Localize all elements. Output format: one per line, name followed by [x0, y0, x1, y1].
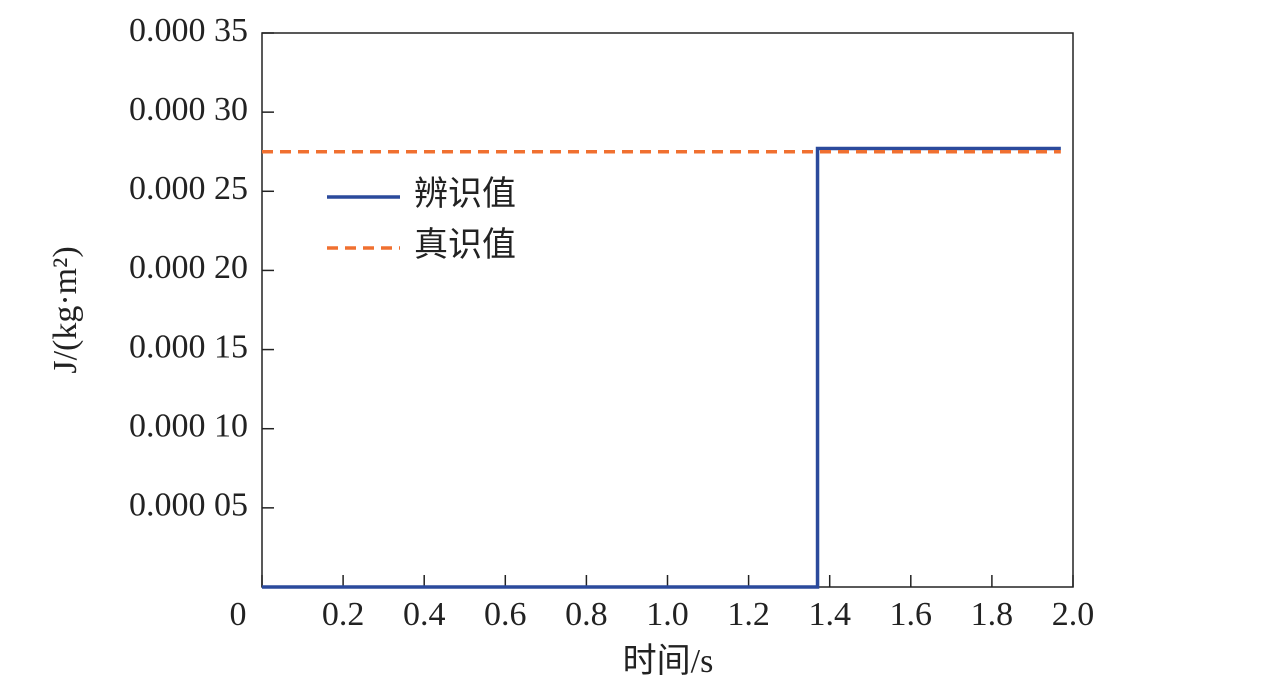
- x-tick-label: 2.0: [1052, 596, 1095, 633]
- y-tick-label: 0.000 05: [129, 487, 248, 524]
- x-tick-label: 1.8: [971, 596, 1014, 633]
- x-tick-label: 1.2: [727, 596, 770, 633]
- legend-label: 真识值: [414, 226, 516, 264]
- x-tick-label: 0.2: [322, 596, 365, 633]
- y-tick-label: 0.000 15: [129, 328, 248, 365]
- x-tick-label: 0.8: [565, 596, 608, 633]
- x-tick-label: 1.4: [808, 596, 851, 633]
- x-tick-label: 0.6: [484, 596, 527, 633]
- x-tick-label: 0.4: [403, 596, 446, 633]
- y-tick-label: 0.000 25: [129, 170, 248, 207]
- y-tick-label: 0.000 35: [129, 12, 248, 49]
- x-tick-label: 1.0: [646, 596, 689, 633]
- y-tick-label: 0.000 20: [129, 249, 248, 286]
- y-axis-label: J/(kg·m²): [47, 246, 84, 373]
- data-line: [262, 146, 1061, 589]
- legend-label: 辨识值: [414, 175, 516, 213]
- plot-frame: [261, 32, 1074, 588]
- x-tick-label: 1.6: [890, 596, 933, 633]
- x-axis-label: 时间/s: [623, 643, 714, 680]
- x-tick-label: 0: [230, 596, 247, 633]
- y-tick-label: 0.000 30: [129, 91, 248, 128]
- y-tick-label: 0.000 10: [129, 408, 248, 445]
